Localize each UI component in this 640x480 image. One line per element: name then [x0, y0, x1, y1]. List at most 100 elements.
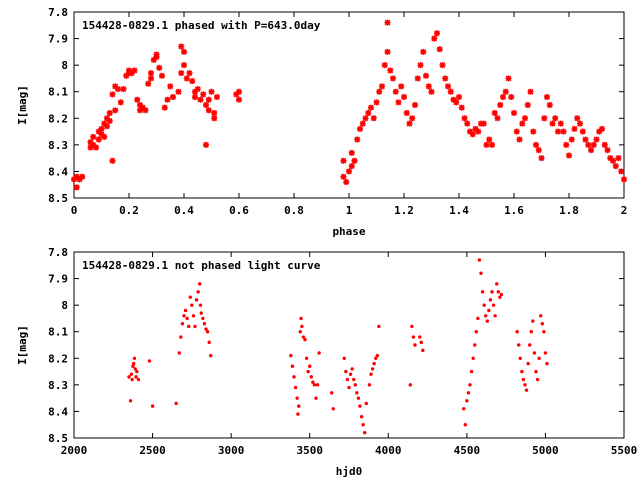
data-point [367, 383, 372, 387]
data-point [533, 141, 539, 148]
data-point [109, 157, 116, 164]
data-point [90, 133, 97, 140]
x-tick-label: 1.6 [504, 204, 524, 217]
data-point [375, 353, 379, 358]
data-point [527, 88, 534, 95]
data-point [474, 330, 478, 334]
data-point [534, 369, 538, 374]
x-tick-label: 1.4 [449, 204, 469, 217]
data-point [511, 109, 517, 116]
data-point [379, 83, 385, 90]
data-point [493, 314, 497, 318]
data-point [98, 125, 105, 132]
x-axis-label: phase [332, 225, 365, 238]
data-points [127, 258, 549, 435]
y-tick-label: 8.1 [48, 86, 68, 99]
y-tick-label: 7.8 [48, 246, 68, 259]
y-tick-label: 8 [61, 299, 68, 312]
data-point [515, 330, 519, 334]
data-point [421, 348, 425, 353]
data-point [197, 96, 204, 103]
data-point [204, 327, 208, 331]
data-point [439, 62, 446, 69]
axis-ticks: 0 0.2 0.4 0.6 0.8 1 1.2 1.4 1.6 1.8 2 7.8 7.9 8 8.1 8.2… [48, 6, 627, 217]
data-point [428, 88, 435, 95]
data-point [497, 102, 504, 108]
data-point [115, 86, 121, 93]
data-point [445, 83, 451, 90]
data-point [398, 83, 405, 90]
data-point [530, 128, 537, 135]
data-point [369, 372, 373, 376]
data-point [384, 48, 391, 55]
data-point [544, 94, 550, 101]
data-point [295, 396, 299, 400]
y-tick-label: 7.8 [48, 6, 68, 19]
data-point [505, 75, 512, 82]
data-point [203, 102, 209, 108]
data-point [132, 361, 136, 366]
data-point [524, 388, 529, 392]
y-tick-label: 8.4 [48, 405, 68, 418]
data-point [555, 128, 561, 135]
data-point [289, 353, 293, 358]
plot-frame [73, 251, 625, 439]
data-point [348, 372, 353, 376]
data-point [93, 144, 99, 151]
data-point [355, 391, 359, 395]
data-point [348, 149, 355, 156]
data-point [463, 423, 467, 427]
data-point [516, 136, 523, 143]
x-tick-label: 5500 [611, 444, 638, 457]
data-point [331, 407, 335, 411]
data-point [148, 75, 154, 82]
data-point [458, 104, 465, 111]
data-point [357, 125, 363, 132]
data-point [552, 115, 559, 122]
data-point [500, 94, 506, 101]
data-point [145, 80, 152, 87]
data-point [128, 399, 133, 403]
data-point [209, 353, 213, 358]
data-point [436, 46, 443, 53]
x-tick-label: 5000 [532, 444, 559, 457]
data-point [181, 62, 187, 69]
data-point [211, 109, 218, 116]
data-point [513, 128, 520, 135]
data-point [494, 115, 501, 122]
data-point [376, 88, 383, 95]
data-point [403, 109, 410, 116]
data-point [471, 356, 475, 360]
data-point [106, 109, 113, 116]
data-point [499, 292, 504, 297]
data-point [442, 75, 449, 82]
data-point [199, 311, 203, 315]
data-point [531, 319, 535, 323]
data-point [350, 367, 354, 371]
data-point [486, 136, 493, 143]
data-point [524, 102, 531, 108]
data-point [203, 141, 209, 148]
data-point [292, 375, 296, 379]
x-tick-label: 2500 [139, 444, 166, 457]
data-point [374, 356, 378, 360]
data-point [208, 88, 215, 95]
data-point [406, 120, 413, 127]
data-point [469, 131, 476, 138]
data-point [309, 375, 313, 379]
data-point [178, 43, 185, 50]
data-point [571, 125, 578, 132]
data-point [136, 377, 141, 382]
data-point [129, 372, 134, 376]
chart-title: 154428-0829.1 not phased light curve [82, 259, 321, 272]
data-point [615, 155, 622, 162]
data-point [131, 67, 138, 74]
data-point [484, 314, 488, 318]
data-point [599, 125, 605, 132]
data-point [475, 128, 482, 135]
data-point [417, 62, 424, 69]
data-point [477, 258, 482, 262]
data-point [476, 316, 480, 321]
data-point [612, 163, 619, 170]
data-point [568, 136, 575, 143]
